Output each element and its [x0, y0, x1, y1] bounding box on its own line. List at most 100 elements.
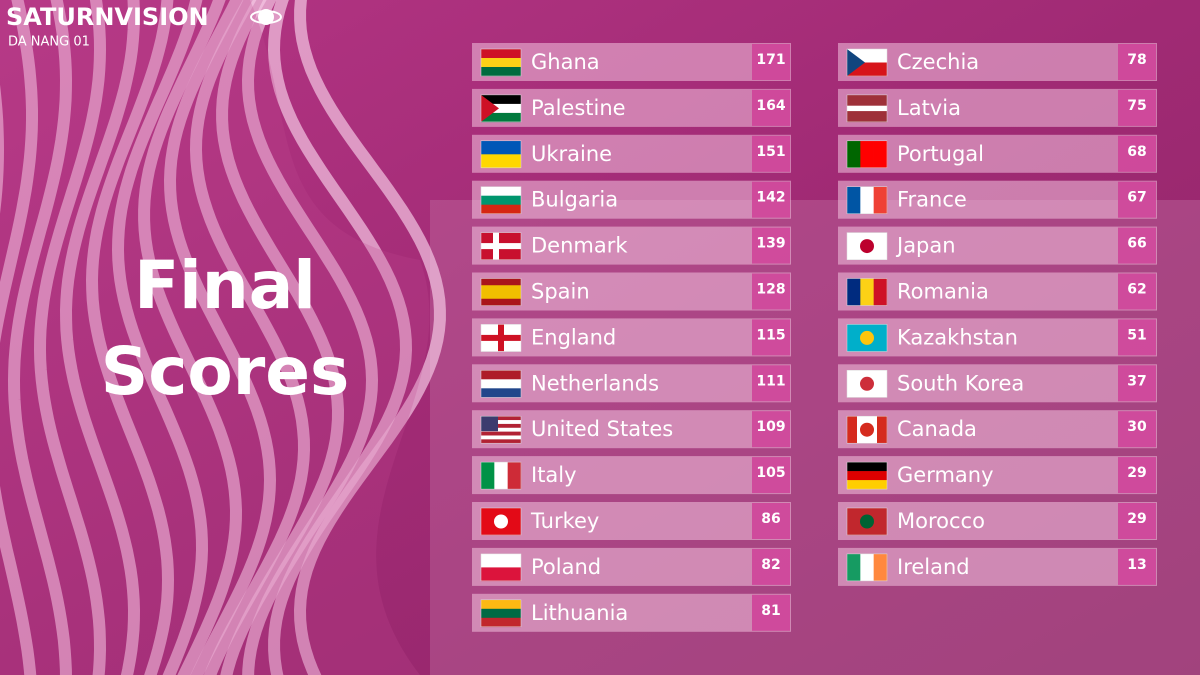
country-name: Palestine — [531, 96, 626, 120]
row-box — [838, 43, 1157, 81]
flag-stripe — [481, 204, 521, 214]
score-box — [752, 181, 790, 218]
score: 78 — [1127, 52, 1146, 68]
flag-border — [480, 94, 522, 123]
flag-stripe — [847, 140, 861, 168]
score: 75 — [1127, 98, 1146, 114]
row-box — [472, 364, 791, 403]
country-name: England — [531, 325, 616, 349]
flag-stripe — [481, 278, 521, 286]
score: 82 — [761, 557, 780, 573]
flag-border — [480, 232, 522, 260]
flag-stripe — [481, 435, 521, 440]
country-name: Bulgaria — [531, 188, 618, 212]
score-box — [1118, 181, 1156, 218]
row-box — [472, 88, 791, 127]
flag-border — [480, 370, 522, 398]
wave-stripe — [138, 0, 243, 675]
flag-stripe — [507, 462, 522, 490]
flag-border — [846, 278, 888, 306]
flag-stripe — [847, 100, 887, 106]
country-name: Turkey — [530, 509, 599, 533]
score-row: Portugal 68 — [838, 134, 1157, 173]
score-row: United States 109 — [472, 410, 791, 449]
row-box — [838, 547, 1157, 586]
flag-canton — [481, 416, 498, 432]
flag-stripe — [847, 416, 858, 444]
row-box — [838, 272, 1157, 311]
score-row: France 67 — [838, 180, 1157, 219]
flag-border — [846, 140, 888, 169]
row-box — [838, 88, 1157, 127]
flag-stripe — [481, 94, 521, 105]
score-box — [1118, 227, 1156, 264]
score-row: Canada 30 — [838, 410, 1157, 449]
score: 105 — [756, 465, 785, 481]
wave-shade — [0, 0, 430, 675]
country-name: Italy — [531, 463, 577, 487]
score-row: Ghana 171 — [472, 43, 791, 81]
score-row: Morocco 29 — [838, 502, 1157, 540]
wave-stripe — [59, 0, 141, 675]
flag-stripe — [481, 370, 521, 380]
score-box — [752, 503, 790, 539]
flag-stripe — [860, 140, 874, 168]
score-box — [1118, 548, 1156, 585]
score-row: Palestine 164 — [472, 88, 791, 127]
score-row: Czechia 78 — [838, 43, 1157, 81]
flag-stripe — [481, 423, 521, 429]
flag-stripe — [873, 553, 888, 581]
wave-stripe — [293, 0, 446, 675]
flag-stripe — [847, 116, 887, 123]
row-box — [472, 410, 791, 449]
country-name: Lithuania — [531, 601, 628, 625]
flag-stripe — [847, 278, 861, 306]
flag-emblem — [494, 514, 508, 529]
country-name: Ukraine — [531, 142, 612, 166]
flag-border — [480, 278, 522, 306]
flag-stripe — [873, 140, 888, 168]
flag-stripe — [481, 462, 495, 490]
flag-stripe — [481, 608, 521, 619]
flag-stripe — [873, 186, 888, 214]
flag-emblem — [860, 422, 874, 437]
flag-stripe — [481, 567, 521, 582]
country-name: Poland — [531, 555, 601, 579]
score-box — [1118, 44, 1156, 80]
row-box — [838, 410, 1157, 449]
wave-stripe — [216, 0, 345, 675]
country-name: Ireland — [897, 555, 970, 579]
flag-stripe — [860, 186, 874, 214]
flag-stripe — [481, 388, 521, 398]
flag-stripe — [481, 553, 521, 568]
score: 111 — [756, 373, 785, 389]
row-box — [472, 547, 791, 586]
flag-stripe — [494, 462, 508, 490]
flag-cross — [481, 243, 521, 250]
wave-stripe — [241, 0, 379, 675]
score: 142 — [756, 190, 785, 206]
country-name: Romania — [897, 280, 989, 304]
flag-stripe — [481, 67, 521, 77]
flag-border — [846, 232, 888, 260]
flag-triangle — [847, 49, 865, 76]
flag-border — [480, 186, 522, 214]
score: 115 — [756, 327, 785, 343]
score: 66 — [1127, 236, 1146, 252]
score: 68 — [1127, 144, 1146, 160]
score: 30 — [1127, 419, 1147, 435]
flag-stripe — [860, 553, 874, 581]
row-box — [472, 318, 791, 357]
score-row: Poland 82 — [472, 547, 791, 586]
flag-stripe — [481, 298, 521, 306]
flag-stripe — [481, 112, 521, 123]
score-box — [752, 365, 790, 402]
flag-border — [480, 599, 522, 628]
score-box — [752, 548, 790, 585]
row-box — [838, 456, 1157, 495]
country-name: Czechia — [897, 50, 979, 74]
row-box — [472, 134, 791, 173]
score-box — [752, 89, 790, 126]
flag-stripe — [481, 154, 521, 169]
score-row: Latvia 75 — [838, 88, 1157, 127]
